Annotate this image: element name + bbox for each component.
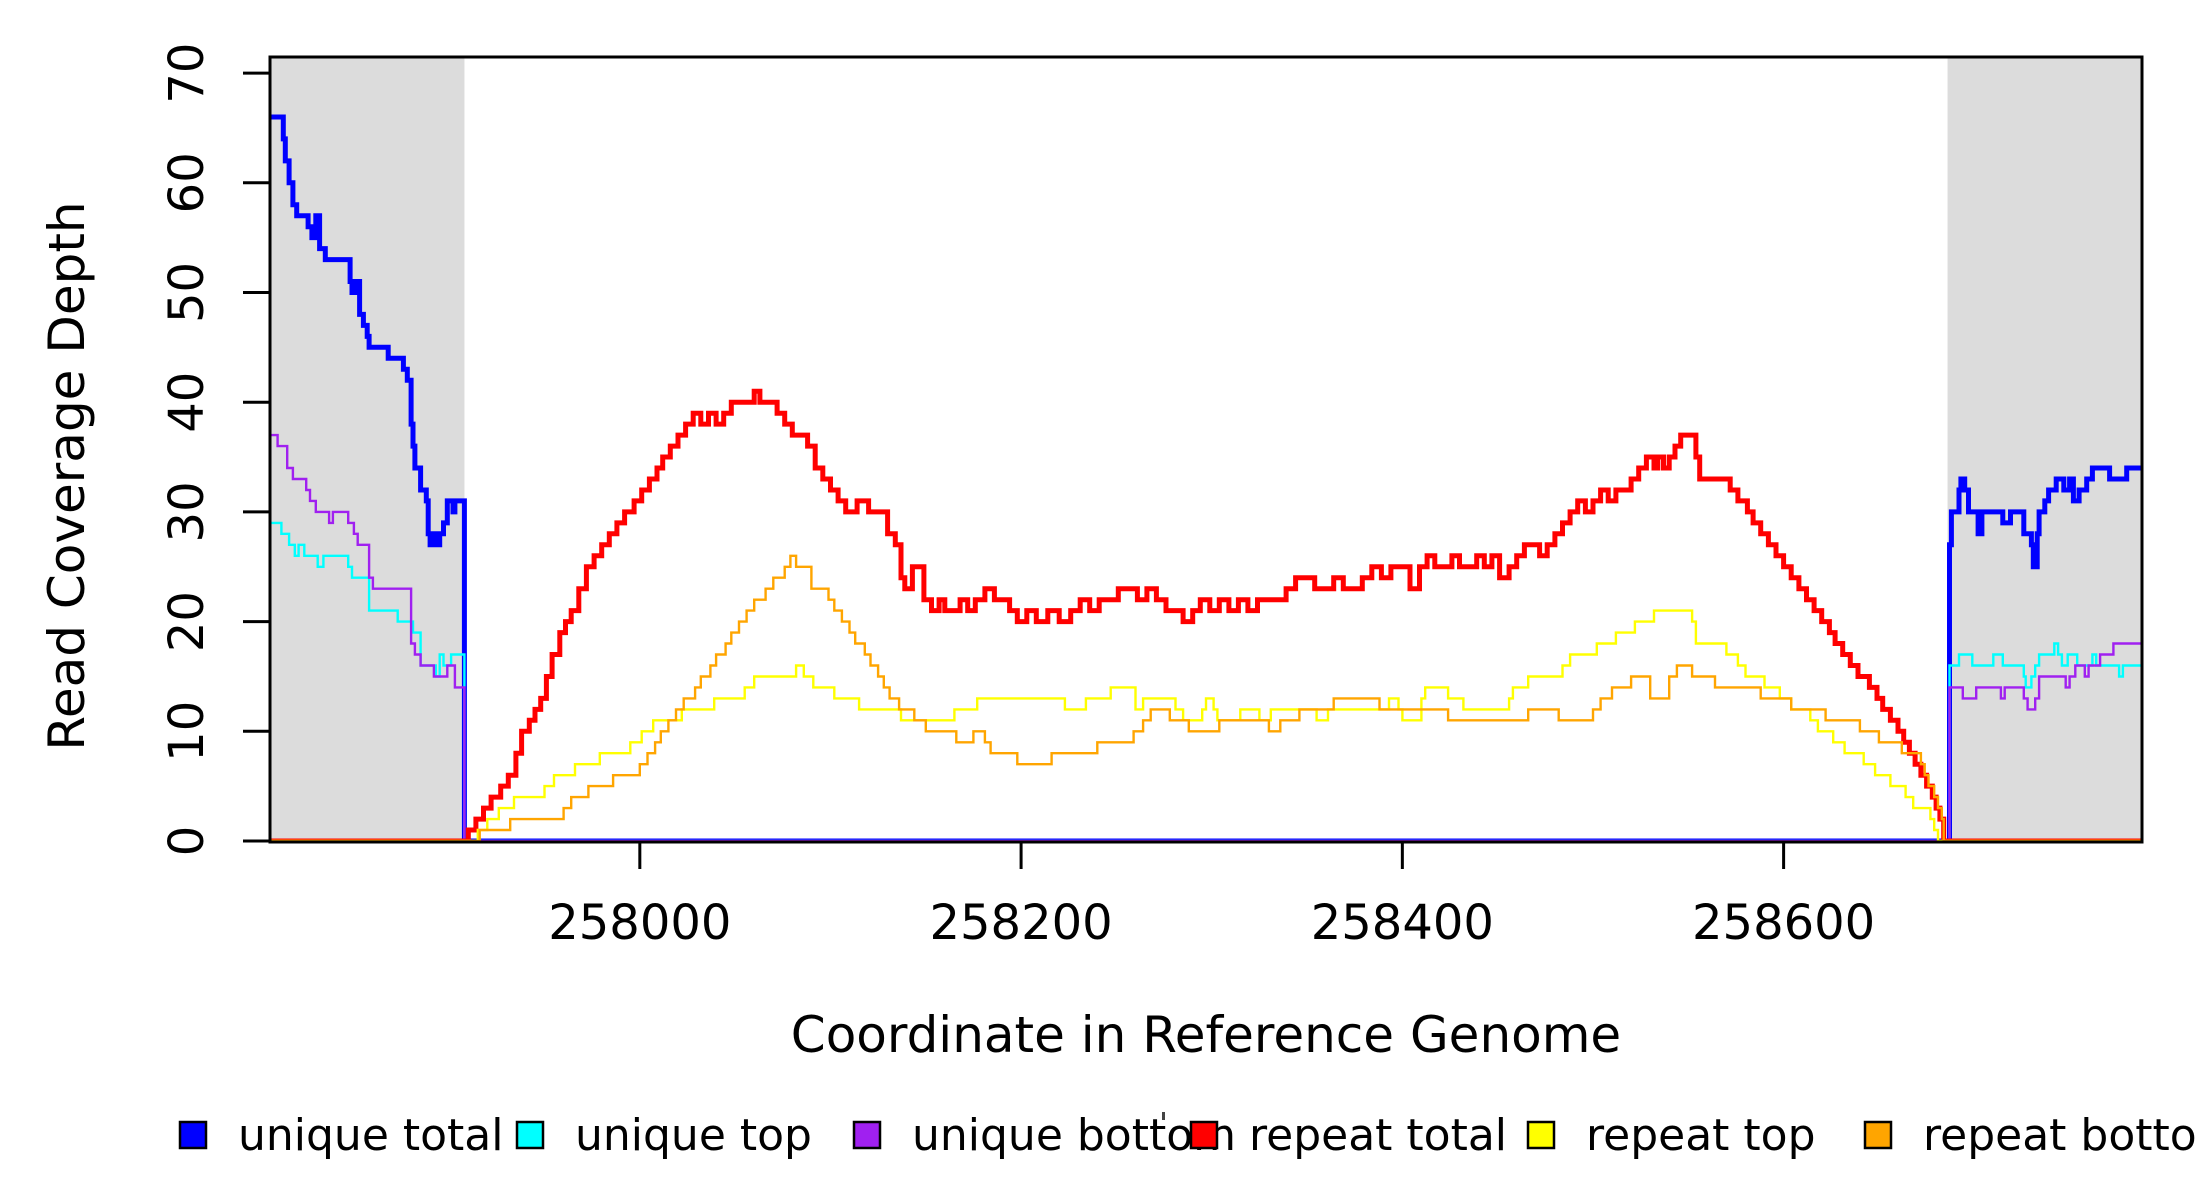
y-tick-label-70: 70 (159, 43, 215, 104)
stray-mark (1162, 1112, 1165, 1120)
x-axis-label: Coordinate in Reference Genome (791, 1006, 1621, 1064)
legend-label-unique-total: unique total (238, 1110, 503, 1161)
x-tick-label-258200: 258200 (929, 895, 1112, 951)
legend-label-unique-top: unique top (575, 1110, 812, 1161)
legend-item-repeat-total: repeat total (1189, 1110, 1507, 1161)
axis-ticks (243, 71, 1786, 869)
series-repeat-top (270, 609, 2142, 843)
x-tick-label-258000: 258000 (548, 895, 731, 951)
x-tick-label-258400: 258400 (1311, 895, 1494, 951)
y-tick-label-30: 30 (159, 481, 215, 542)
legend-item-repeat-bottom: repeat bottom (1863, 1110, 2200, 1161)
series-repeat-bottom (270, 554, 2142, 843)
legend-item-repeat-top: repeat top (1526, 1110, 1816, 1161)
unique-region-band-left (270, 57, 465, 842)
legend-label-repeat-total: repeat total (1249, 1110, 1507, 1161)
legend-label-repeat-bottom: repeat bottom (1923, 1110, 2200, 1161)
unique-region-band-right (1947, 57, 2142, 842)
y-tick-label-20: 20 (159, 591, 215, 652)
unique-region-bands (270, 57, 2142, 842)
legend-swatch-repeat-top (1526, 1120, 1556, 1150)
y-tick-label-40: 40 (159, 372, 215, 433)
series-unique-top (270, 521, 2142, 843)
y-tick-label-0: 0 (159, 826, 215, 857)
legend-swatch-repeat-total (1189, 1120, 1219, 1150)
legend-swatch-unique-bottom (852, 1120, 882, 1150)
series-repeat-total (270, 388, 2142, 844)
legend-item-unique-total: unique total (178, 1110, 503, 1161)
legend-swatch-unique-top (515, 1120, 545, 1150)
y-axis-label: Read Coverage Depth (38, 201, 96, 750)
axis-tick-labels: 0 10 20 30 40 50 60 70 258000 258200 258400 258600 (159, 43, 1875, 951)
plot-border (268, 55, 2144, 844)
legend-item-unique-top: unique top (515, 1110, 812, 1161)
series-unique-total (270, 114, 2142, 844)
y-tick-label-50: 50 (159, 262, 215, 323)
series-lines (270, 114, 2142, 844)
legend-swatch-unique-total (178, 1120, 208, 1150)
legend-swatch-repeat-bottom (1863, 1120, 1893, 1150)
legend: unique total unique top unique bottom repea… (178, 1110, 2200, 1161)
legend-label-unique-bottom: unique bottom (912, 1110, 1236, 1161)
y-tick-label-10: 10 (159, 701, 215, 762)
legend-label-repeat-top: repeat top (1586, 1110, 1816, 1161)
series-unique-bottom (270, 433, 2142, 843)
legend-item-unique-bottom: unique bottom (852, 1110, 1236, 1161)
y-tick-label-60: 60 (159, 152, 215, 213)
x-tick-label-258600: 258600 (1692, 895, 1875, 951)
